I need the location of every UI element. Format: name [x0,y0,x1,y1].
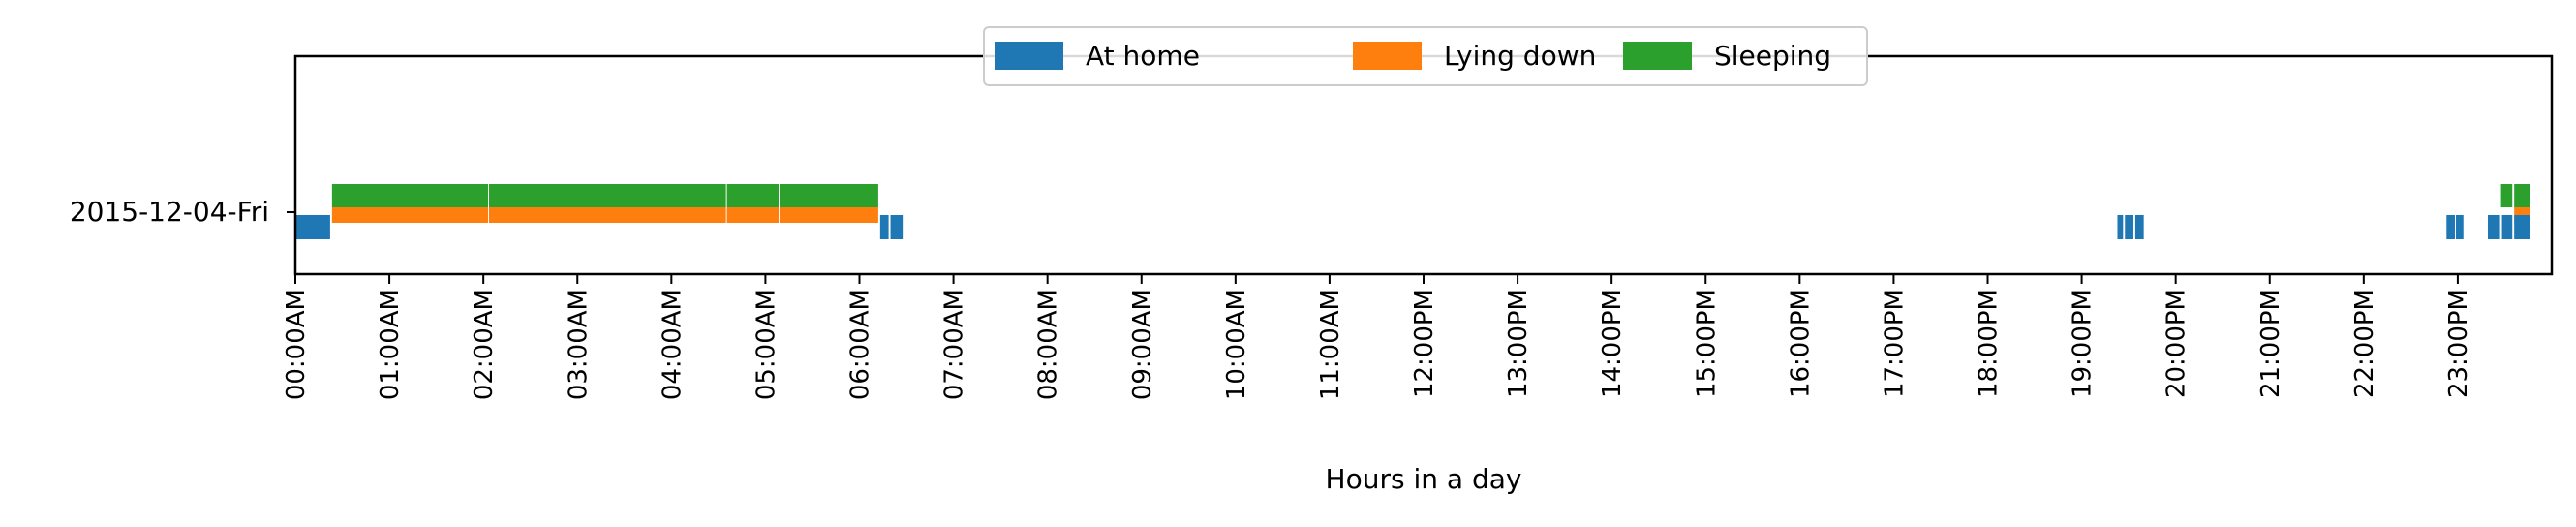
bar-sleeping [331,184,489,207]
x-tick-label: 01:00AM [376,289,405,400]
bar-at-home [2125,215,2133,239]
x-tick-label: 21:00PM [2256,289,2285,398]
legend-swatch-at-home [995,42,1063,70]
x-tick-label: 15:00PM [1692,289,1721,398]
x-tick-label: 00:00AM [282,289,311,400]
x-tick-label: 03:00AM [564,289,593,400]
x-tick-label: 11:00AM [1316,289,1345,400]
bar-at-home [295,215,330,239]
x-tick-label: 20:00PM [2162,289,2192,398]
bar-at-home [879,215,889,239]
bar-at-home [2117,215,2124,239]
bar-sleeping [2514,184,2530,207]
x-tick-label: 05:00AM [751,289,781,400]
bar-at-home [2514,215,2530,239]
x-axis-label: Hours in a day [1326,463,1522,495]
x-tick-label: 12:00PM [1410,289,1439,398]
x-tick-label: 10:00AM [1222,289,1251,400]
x-tick-label: 16:00PM [1786,289,1815,398]
x-tick-label: 07:00AM [940,289,969,400]
legend-swatch-lying-down [1353,42,1422,70]
bar-sleeping [488,184,726,207]
x-tick-label: 09:00AM [1128,289,1157,400]
x-tick-label: 22:00PM [2350,289,2379,398]
plot-frame [293,54,2554,276]
x-tick-label: 13:00PM [1504,289,1533,398]
bar-sleeping [779,184,878,207]
bar-sleeping [726,184,780,207]
x-tick-label: 23:00PM [2444,289,2473,398]
bar-lying-down [488,207,726,223]
x-tick-label: 18:00PM [1975,289,2004,398]
x-tick-label: 08:00AM [1034,289,1063,400]
bars-layer [295,184,2530,239]
bar-lying-down [726,207,780,223]
legend-label-sleeping: Sleeping [1714,40,1831,72]
legend-label-lying-down: Lying down [1444,40,1596,72]
x-tick-label: 14:00PM [1598,289,1627,398]
bar-at-home [890,215,904,239]
x-tick-label: 02:00AM [470,289,499,400]
bar-at-home [2501,215,2513,239]
x-tick-label: 06:00AM [846,289,875,400]
row-label: 2015-12-04-Fri [70,196,269,228]
x-axis-ticks: 00:00AM 01:00AM 02:00AM 03:00AM 04:00AM 05:00… [282,274,2473,400]
bar-at-home [2446,215,2456,239]
bar-lying-down [779,207,878,223]
bar-sleeping [2500,184,2513,207]
x-tick-label: 04:00AM [658,289,687,400]
legend-swatch-sleeping [1623,42,1692,70]
bar-at-home [2487,215,2500,239]
bar-lying-down [331,207,489,223]
x-tick-label: 19:00PM [2069,289,2098,398]
bar-at-home [2134,215,2144,239]
legend-label-at-home: At home [1086,40,1200,72]
legend: At home Lying down Sleeping [983,26,1868,86]
x-tick-label: 17:00PM [1880,289,1909,398]
bar-at-home [2455,215,2464,239]
